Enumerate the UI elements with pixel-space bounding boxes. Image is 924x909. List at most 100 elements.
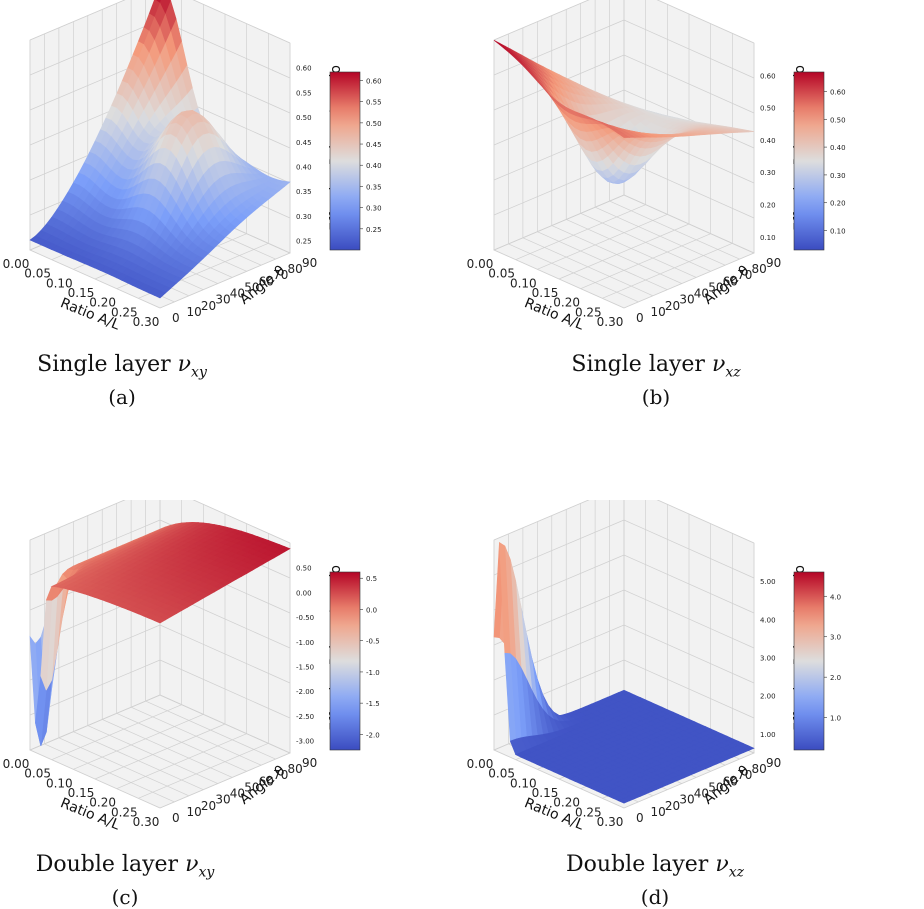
y-tick-label: 40	[694, 787, 709, 801]
grid-line	[623, 252, 755, 309]
y-tick-label: 30	[215, 793, 230, 807]
surface	[29, 0, 291, 299]
grid-line	[116, 713, 247, 772]
colorbar-tick-label: 0.45	[366, 141, 382, 149]
colorbar-tick-label: 0.50	[830, 116, 846, 124]
x-tick-label: 0.20	[89, 296, 116, 310]
grid-line	[537, 214, 668, 270]
x-tick-label: 0.00	[467, 757, 494, 771]
grid-line	[623, 194, 755, 254]
x-tick-label: 0.25	[575, 805, 602, 819]
x-tick-label: 0.30	[133, 815, 160, 829]
surface-patch	[617, 798, 631, 804]
grid-line	[515, 204, 646, 260]
y-tick-label: 30	[679, 293, 694, 307]
y-tick-label: 40	[230, 787, 245, 801]
z-tick-label: 1.00	[760, 731, 776, 739]
grid-line	[493, 519, 625, 576]
z-tick-label: 0.60	[760, 72, 776, 80]
z-tick-label: 3.00	[760, 655, 776, 663]
y-tick-label: 90	[302, 756, 317, 770]
grid-line	[602, 243, 733, 299]
z-tick-label: 5.00	[760, 578, 776, 586]
z-tick-label: 0.00	[296, 589, 312, 597]
caption-b-sub: xz	[725, 364, 741, 381]
y-tick-label: 20	[201, 299, 216, 313]
caption-d-symbol: ν	[715, 852, 729, 877]
z-tick-label: 0.55	[296, 89, 312, 97]
grid-line	[508, 243, 639, 303]
grid-line	[29, 0, 126, 41]
colorbar	[329, 571, 361, 751]
x-tick-label: 0.10	[510, 276, 537, 290]
x-tick-label: 0.30	[597, 315, 624, 329]
y-tick-label: 10	[650, 305, 665, 319]
chart-svg-b: 0.000.050.100.150.200.250.30 0 10 20 30 40 50 6…	[467, 0, 846, 334]
y-tick-label: 60	[723, 274, 738, 288]
surface-patch	[154, 290, 166, 299]
grid-line	[609, 200, 740, 260]
caption-c-text: Double layer	[35, 852, 179, 877]
y-tick-label: 10	[650, 805, 665, 819]
z-tick-label: 0.30	[296, 213, 312, 221]
caption-a-symbol: ν	[177, 352, 192, 377]
grid-line	[522, 237, 654, 297]
z-tick-label: -3.00	[296, 738, 314, 746]
colorbar	[329, 71, 361, 251]
y-tick-label: 10	[186, 805, 201, 819]
grid-line	[493, 194, 625, 251]
caption-c: Double layer νxy (c)	[0, 852, 275, 909]
surface	[493, 542, 755, 804]
colorbar-tick-label: 1.0	[830, 715, 841, 723]
caption-c-sub: xy	[198, 864, 215, 881]
grid-line	[44, 743, 175, 803]
y-tick-label: 0	[636, 311, 644, 325]
y-tick-label: 60	[259, 274, 274, 288]
grid-line	[623, 589, 755, 649]
surface-patch	[617, 133, 631, 138]
y-tick-label: 90	[302, 256, 317, 270]
z-tick-label: -1.00	[296, 639, 314, 647]
grid-line	[51, 704, 182, 760]
y-tick-label: 50	[244, 280, 259, 294]
grid-line	[623, 554, 755, 614]
z-tick-label: -1.50	[296, 664, 314, 672]
surface	[493, 40, 755, 185]
x-tick-label: 0.30	[133, 315, 160, 329]
panel-label-d: (d)	[640, 885, 670, 909]
x-tick-label: 0.20	[553, 796, 580, 810]
y-tick-label: 80	[752, 762, 767, 776]
caption-d-sub: xz	[728, 864, 744, 881]
x-tick-label: 0.15	[532, 286, 559, 300]
chart-panel-d: 0.00 0.05 0.10 0.15 0.20 0.25 0.30 0 10 20 30 40 50 6…	[462, 484, 924, 834]
grid-line	[87, 725, 218, 784]
x-tick-label: 0.25	[575, 305, 602, 319]
caption-a: Single layer νxy (a)	[0, 352, 272, 409]
chart-svg-a: 0.000.050.100.150.200.250.30 0 10 20 30 40 50 6…	[3, 0, 382, 334]
grid-lines	[493, 0, 755, 309]
grid-line	[493, 249, 625, 309]
colorbar-tick-label: 0.35	[366, 183, 382, 191]
y-tick-label: 50	[708, 280, 723, 294]
z-tick-label: 0.40	[760, 137, 776, 145]
z-tick-label: 0.10	[760, 234, 776, 242]
z-tick-label: -0.50	[296, 614, 314, 622]
grid-line	[29, 19, 161, 76]
grid-line	[551, 225, 682, 284]
colorbar-tick-label: -0.5	[366, 638, 380, 646]
grid-line	[29, 519, 161, 576]
z-tick-label: 0.50	[296, 565, 312, 573]
grid-line	[580, 213, 711, 272]
grid-line	[159, 19, 291, 79]
grid-line	[58, 737, 190, 797]
grid-line	[29, 749, 161, 809]
grid-line	[94, 723, 226, 780]
caption-c-symbol: ν	[185, 852, 199, 877]
z-tick-label: 0.20	[760, 202, 776, 210]
y-tick-label: 60	[723, 774, 738, 788]
grid-line	[159, 659, 291, 719]
colorbar-tick-label: 2.0	[830, 674, 841, 682]
grid-line	[493, 19, 625, 76]
y-tick-label: 30	[215, 293, 230, 307]
grid-line	[116, 733, 247, 789]
